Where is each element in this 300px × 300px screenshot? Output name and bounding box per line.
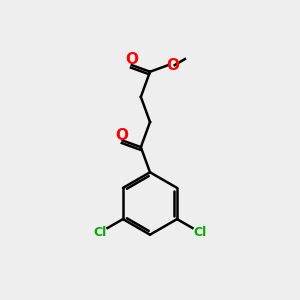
Text: Cl: Cl [193, 226, 206, 239]
Text: O: O [125, 52, 138, 67]
Text: O: O [166, 58, 179, 73]
Text: O: O [116, 128, 129, 143]
Text: Cl: Cl [94, 226, 107, 239]
